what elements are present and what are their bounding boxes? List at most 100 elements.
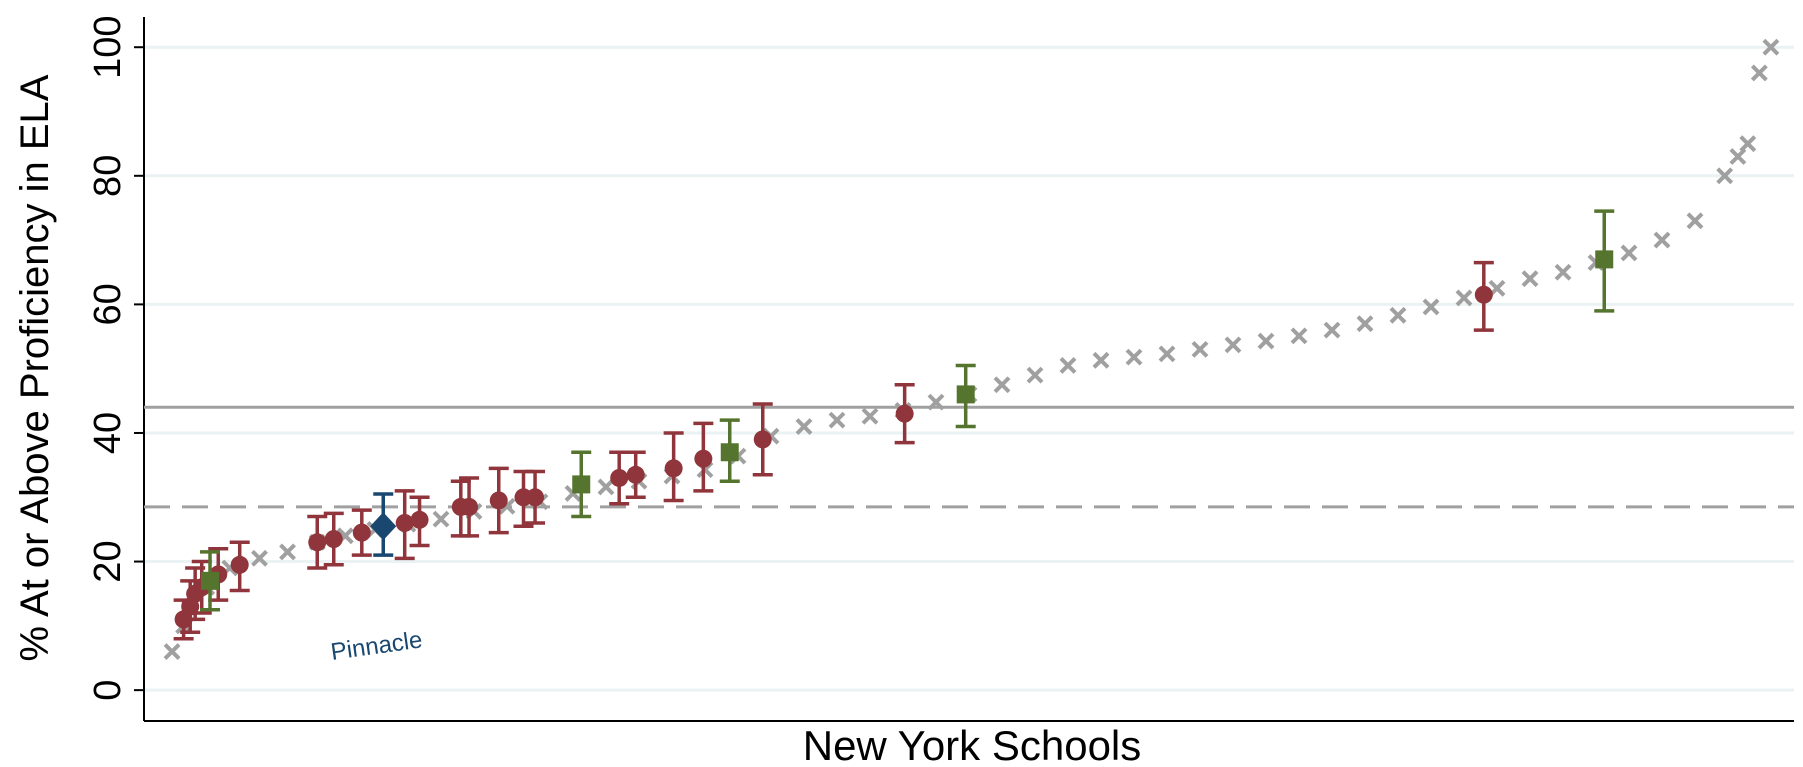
circle-marker	[753, 430, 772, 449]
point	[489, 491, 508, 510]
circle-marker	[626, 465, 645, 484]
point	[1474, 285, 1493, 304]
circle-marker	[664, 459, 683, 478]
point	[1750, 64, 1768, 82]
square-marker	[201, 571, 219, 590]
x-marker	[1455, 289, 1473, 307]
point	[308, 533, 327, 552]
x-marker	[993, 376, 1011, 394]
square-marker	[572, 475, 591, 494]
x-marker	[1059, 357, 1077, 374]
point	[861, 407, 879, 425]
point	[694, 449, 713, 468]
circle-marker	[489, 491, 508, 510]
y-tick-label: 0	[87, 680, 129, 701]
x-marker	[1653, 231, 1671, 249]
point	[1158, 345, 1176, 363]
point	[1521, 270, 1539, 288]
x-marker	[1422, 298, 1440, 316]
y-tick-label: 20	[87, 540, 129, 582]
point	[460, 497, 479, 516]
diamond-marker	[370, 512, 397, 541]
point	[526, 488, 545, 507]
point	[230, 555, 249, 574]
circle-marker	[526, 488, 545, 507]
x-marker	[1158, 345, 1176, 363]
point	[610, 468, 629, 487]
point	[432, 510, 450, 528]
circle-marker	[308, 533, 327, 552]
point	[895, 404, 914, 423]
x-marker	[1356, 315, 1374, 333]
x-marker	[828, 411, 846, 429]
circle-marker	[352, 523, 371, 542]
point	[1389, 306, 1407, 324]
x-marker	[279, 543, 296, 561]
point	[720, 443, 739, 462]
x-marker	[1026, 366, 1044, 384]
point	[1729, 148, 1747, 165]
square-marker	[720, 443, 739, 462]
circle-marker	[230, 555, 249, 574]
circle-marker	[324, 530, 343, 549]
x-marker	[1224, 336, 1242, 354]
x-marker	[1739, 135, 1757, 153]
circle-marker	[1474, 285, 1493, 304]
point	[324, 530, 343, 549]
point	[279, 543, 296, 561]
point	[370, 512, 397, 541]
x-marker	[1620, 244, 1638, 262]
point	[1191, 340, 1209, 358]
point	[395, 513, 414, 532]
x-marker	[1554, 263, 1572, 281]
y-tick-label: 60	[87, 283, 129, 325]
x-marker	[1191, 340, 1209, 358]
point	[1620, 244, 1638, 262]
y-tick-label: 80	[87, 155, 129, 197]
circle-marker	[610, 468, 629, 487]
y-tick-label: 40	[87, 412, 129, 454]
circle-marker	[410, 510, 429, 529]
x-axis-label: New York Schools	[803, 722, 1142, 767]
point	[352, 523, 371, 542]
point	[572, 475, 591, 494]
point	[1059, 357, 1077, 374]
x-marker	[1729, 148, 1747, 165]
x-marker	[163, 643, 181, 660]
point	[597, 478, 615, 496]
square-marker	[956, 385, 975, 404]
point	[1595, 250, 1614, 269]
point	[1125, 348, 1143, 366]
y-axis-label: % At or Above Proficiency in ELA	[13, 74, 57, 661]
point	[1554, 263, 1572, 281]
circle-marker	[460, 497, 479, 516]
point	[1323, 321, 1341, 339]
point	[753, 430, 772, 449]
point	[956, 385, 975, 404]
point	[1224, 336, 1242, 354]
point	[1422, 298, 1440, 316]
point	[410, 510, 429, 529]
point	[1026, 366, 1044, 384]
circle-marker	[395, 513, 414, 532]
x-marker	[432, 510, 450, 528]
point	[927, 393, 945, 411]
x-marker	[1389, 306, 1407, 324]
point	[828, 411, 846, 429]
point	[1739, 135, 1757, 153]
point	[1716, 167, 1734, 185]
point	[1257, 332, 1275, 350]
x-marker	[1125, 348, 1143, 366]
x-marker	[1716, 167, 1734, 185]
x-marker	[1686, 212, 1704, 230]
point	[1762, 38, 1780, 56]
circle-marker	[895, 404, 914, 423]
point	[1653, 231, 1671, 249]
x-marker	[251, 549, 268, 567]
y-tick-label: 100	[87, 16, 129, 79]
annotation: Pinnacle	[329, 626, 424, 666]
point	[251, 549, 268, 567]
x-marker	[1290, 327, 1308, 345]
